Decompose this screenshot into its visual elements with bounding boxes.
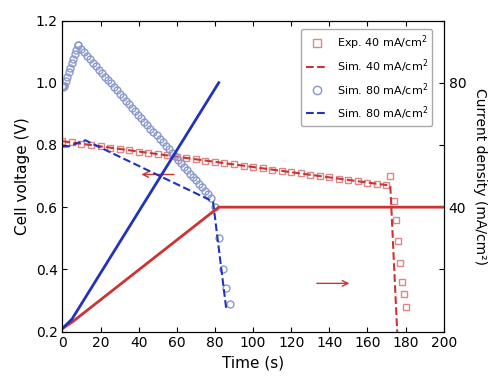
X-axis label: Time (s): Time (s) [221,356,284,371]
Y-axis label: Current density (mA/cm²): Current density (mA/cm²) [472,88,486,264]
Y-axis label: Cell voltage (V): Cell voltage (V) [15,117,30,235]
Legend: Exp. 40 mA/cm$^2$, Sim. 40 mA/cm$^2$, Sim. 80 mA/cm$^2$, Sim. 80 mA/cm$^2$: Exp. 40 mA/cm$^2$, Sim. 40 mA/cm$^2$, Si… [301,29,431,126]
